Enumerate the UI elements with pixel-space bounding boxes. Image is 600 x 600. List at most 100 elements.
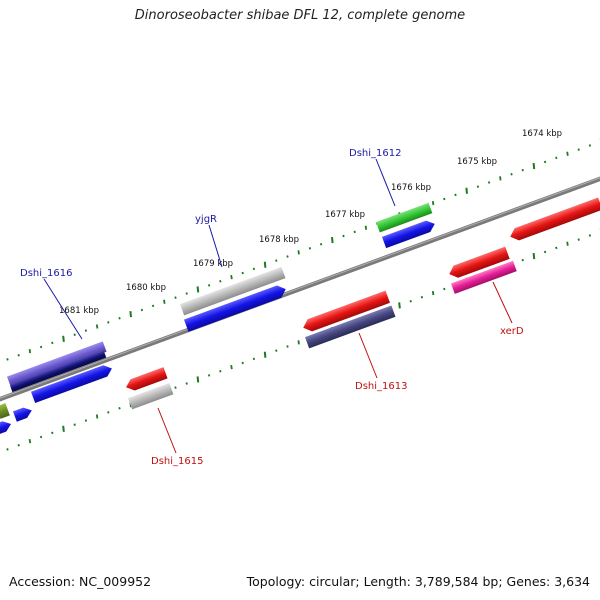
outer-scale-tick bbox=[51, 341, 54, 345]
outer-scale-tick bbox=[342, 234, 345, 238]
gene-dshi-1616-mid bbox=[10, 351, 107, 393]
inner-scale-tick bbox=[275, 349, 278, 352]
inner-scale-tick bbox=[17, 443, 20, 447]
inner-scale-tick bbox=[588, 234, 592, 237]
leader-xerD bbox=[492, 281, 513, 324]
outer-scale-tick bbox=[286, 255, 289, 258]
inner-scale-tick bbox=[230, 364, 233, 370]
outer-scale-tick bbox=[140, 308, 144, 312]
outer-scale-tick bbox=[465, 187, 468, 194]
inner-scale-tick bbox=[196, 376, 200, 383]
inner-scale-tick bbox=[566, 241, 569, 246]
gene-yjgR bbox=[184, 285, 286, 332]
gene-small-blue-1 bbox=[13, 407, 32, 422]
outer-scale-tick bbox=[454, 193, 457, 197]
outer-scale-tick bbox=[207, 284, 211, 287]
outer-scale-tick bbox=[308, 247, 312, 250]
outer-scale-tick bbox=[129, 311, 132, 318]
scale-label-1681: 1681 kbp bbox=[59, 306, 99, 316]
gene-label-yjgR: yjgR bbox=[195, 214, 217, 225]
gene-dshi-1612 bbox=[382, 220, 435, 249]
leader-dshi-1612 bbox=[375, 158, 396, 207]
gene-label-dshi-1612: Dshi_1612 bbox=[349, 148, 401, 159]
genome-backbone-highlight bbox=[0, 177, 600, 399]
outer-scale-tick bbox=[263, 261, 267, 268]
gene-red-top bbox=[510, 197, 600, 241]
inner-scale-tick bbox=[185, 382, 188, 385]
outer-scale-tick bbox=[353, 230, 356, 234]
inner-scale-tick bbox=[263, 351, 267, 358]
gene-label-dshi-1615: Dshi_1615 bbox=[151, 456, 203, 467]
outer-scale-tick bbox=[241, 271, 244, 275]
scale-label-1674: 1674 kbp bbox=[522, 129, 562, 139]
inner-scale-tick bbox=[252, 357, 256, 361]
inner-scale-tick bbox=[420, 295, 424, 299]
gene-label-xerD: xerD bbox=[500, 326, 524, 337]
gene-label-dshi-1616: Dshi_1616 bbox=[20, 268, 72, 279]
inner-scale-tick bbox=[84, 419, 88, 422]
outer-scale-tick bbox=[532, 162, 536, 170]
gene-olive bbox=[0, 403, 10, 419]
scale-label-1679: 1679 kbp bbox=[193, 259, 233, 269]
accession-text: Accession: NC_009952 bbox=[9, 574, 152, 589]
outer-scale-tick bbox=[219, 279, 222, 283]
gene-yjgR-upper bbox=[180, 266, 286, 316]
outer-scale-tick bbox=[364, 225, 368, 230]
inner-scale-tick bbox=[577, 238, 580, 241]
gene-dshi-1613 bbox=[305, 305, 396, 349]
gene-xerD bbox=[451, 260, 517, 294]
inner-scale-tick bbox=[241, 361, 244, 365]
outer-scale-tick bbox=[319, 242, 323, 246]
leader-yjgR bbox=[208, 224, 223, 268]
inner-scale-tick bbox=[297, 340, 300, 345]
outer-scale-tick bbox=[118, 316, 121, 320]
outer-scale-tick bbox=[151, 304, 155, 308]
inner-scale-tick bbox=[118, 406, 121, 410]
leader-dshi-1615 bbox=[157, 407, 177, 454]
inner-scale-tick bbox=[286, 345, 289, 348]
inner-scale-tick bbox=[107, 411, 110, 414]
outer-scale-tick bbox=[196, 286, 200, 293]
outer-scale-tick bbox=[499, 176, 502, 181]
outer-scale-tick bbox=[17, 353, 20, 357]
gene-dshi-1615 bbox=[128, 382, 174, 410]
outer-scale-tick bbox=[588, 144, 592, 147]
gene-dshi-1615-red bbox=[126, 367, 168, 391]
map-title: Dinoroseobacter shibae DFL 12, complete … bbox=[134, 8, 466, 23]
scale-label-1677: 1677 kbp bbox=[325, 210, 365, 220]
outer-scale-tick bbox=[275, 259, 278, 262]
inner-scale-tick bbox=[6, 448, 9, 451]
outer-scale-tick bbox=[84, 329, 88, 332]
outer-scale-tick bbox=[297, 250, 300, 255]
outer-scale-tick bbox=[443, 197, 446, 201]
inner-scale-tick bbox=[95, 414, 99, 419]
inner-scale-tick bbox=[174, 386, 177, 389]
genome-backbone bbox=[0, 176, 600, 402]
outer-scale-tick bbox=[163, 299, 166, 304]
inner-scale-tick bbox=[219, 369, 222, 373]
scale-label-1676: 1676 kbp bbox=[391, 183, 431, 193]
inner-scale-tick bbox=[443, 287, 446, 291]
leader-dshi-1616 bbox=[43, 278, 83, 340]
outer-scale-tick bbox=[476, 185, 480, 188]
inner-scale-tick bbox=[409, 300, 412, 303]
scale-label-1680: 1680 kbp bbox=[126, 283, 166, 293]
inner-scale-tick bbox=[532, 252, 536, 260]
inner-scale-tick bbox=[543, 250, 547, 254]
leader-dshi-1613 bbox=[358, 332, 378, 379]
outer-scale-tick bbox=[577, 148, 580, 151]
outer-scale-tick bbox=[487, 181, 491, 184]
outer-scale-tick bbox=[39, 345, 43, 349]
inner-scale-tick bbox=[51, 431, 54, 435]
outer-scale-tick bbox=[95, 324, 99, 329]
outer-scale-tick bbox=[6, 358, 9, 361]
gene-xerD-red bbox=[449, 246, 510, 278]
gene-dshi-1612-upper bbox=[376, 202, 433, 233]
gene-dshi-1616 bbox=[31, 365, 112, 404]
outer-scale-tick bbox=[566, 151, 569, 156]
outer-scale-tick bbox=[252, 267, 256, 271]
outer-scale-tick bbox=[555, 156, 558, 160]
inner-scale-tick bbox=[398, 302, 401, 309]
inner-scale-tick bbox=[521, 258, 524, 262]
